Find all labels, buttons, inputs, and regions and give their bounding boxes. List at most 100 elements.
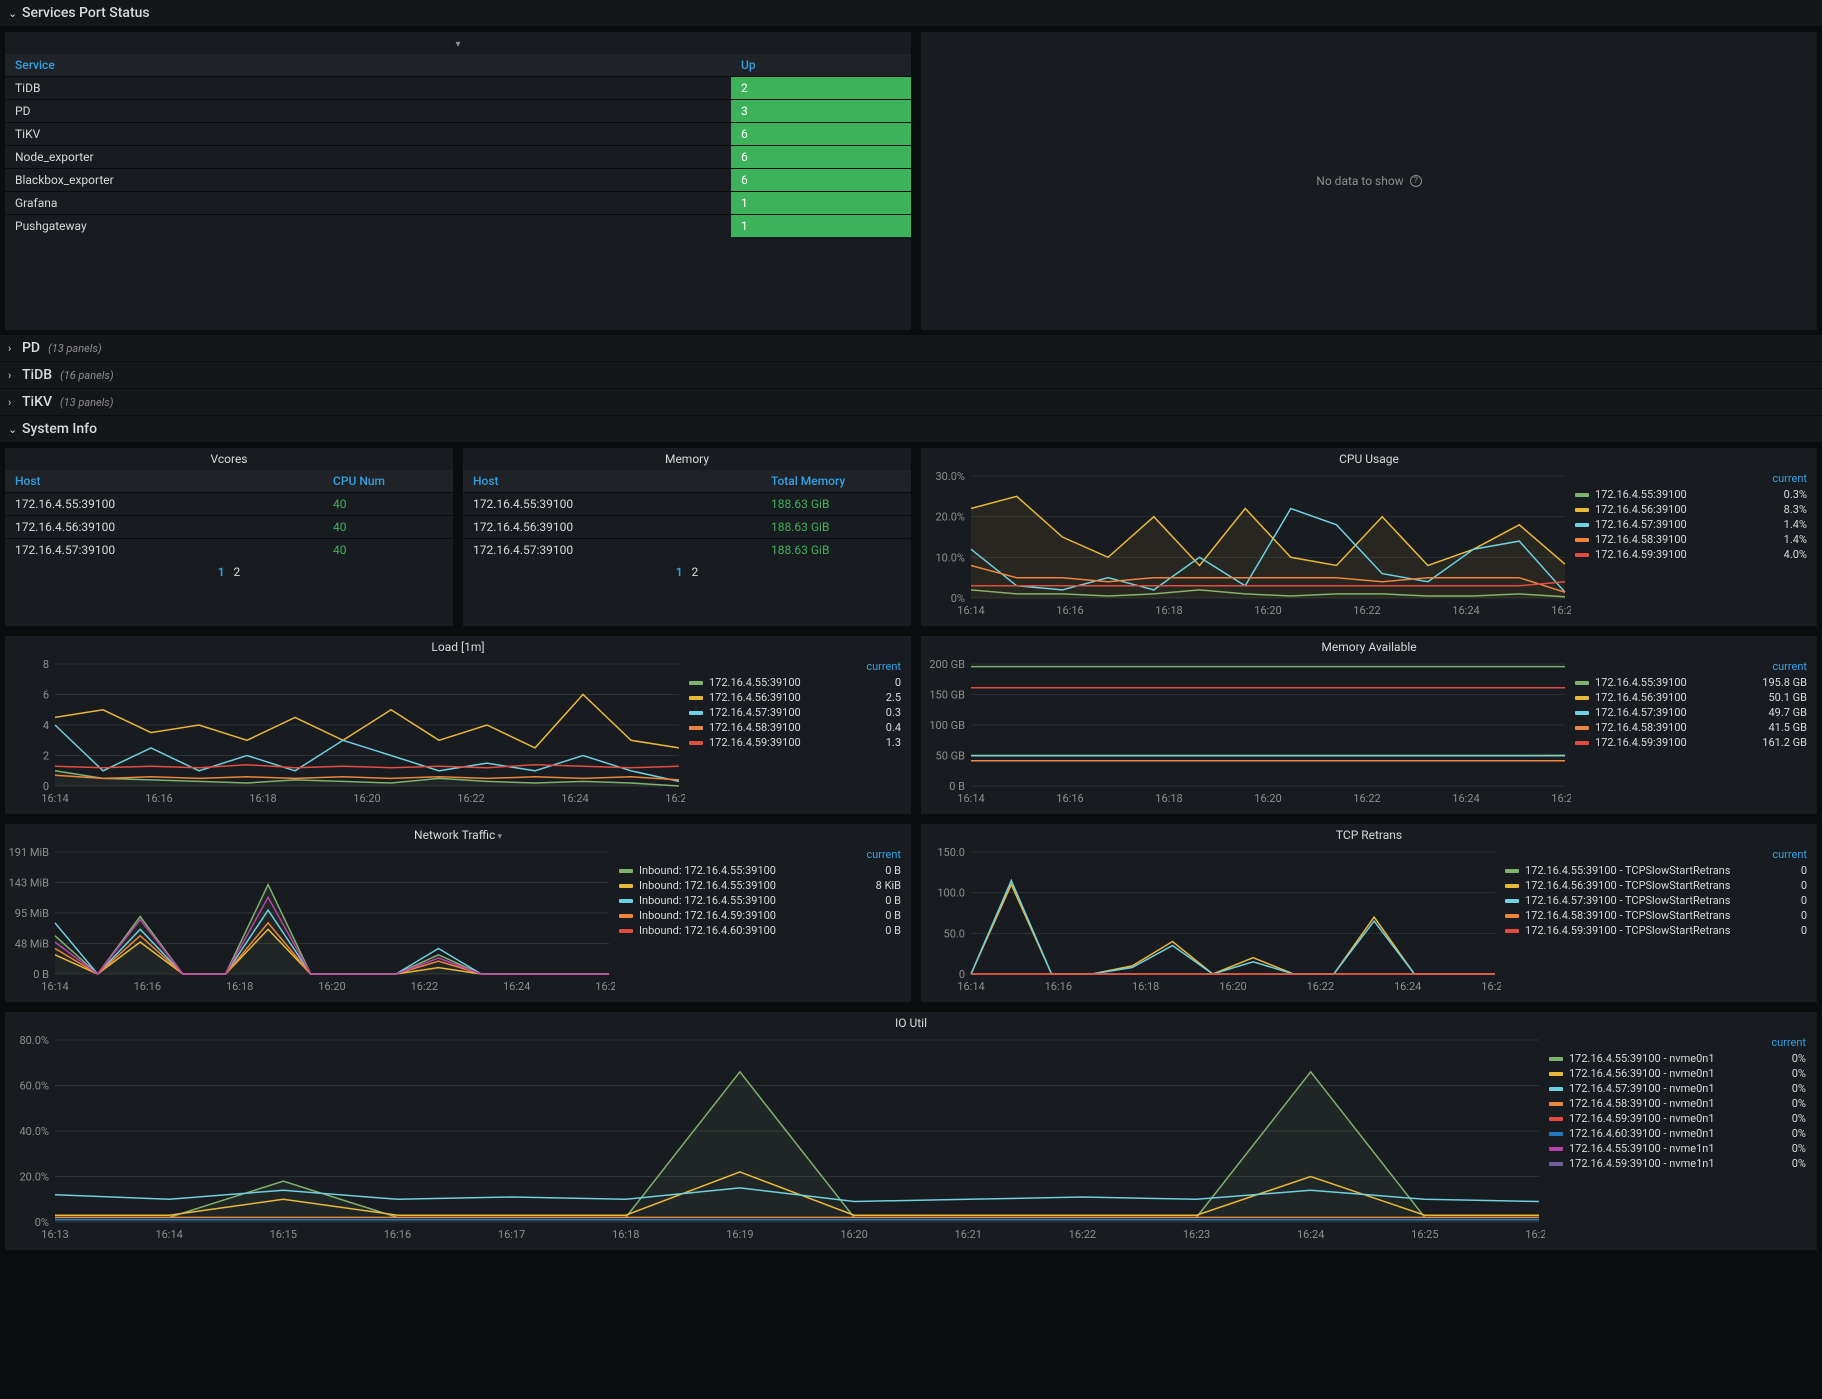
- panel-title: Memory: [463, 448, 911, 470]
- up-count: 6: [731, 123, 911, 146]
- legend-item[interactable]: 172.16.4.56:39100 8.3%: [1571, 502, 1811, 517]
- svg-text:16:26: 16:26: [665, 792, 685, 805]
- service-name: Grafana: [5, 192, 731, 215]
- panel-dropdown[interactable]: ▾: [5, 32, 911, 54]
- legend-io-util: current 172.16.4.55:39100 - nvme0n1 0% 1…: [1545, 1034, 1810, 1244]
- legend-swatch: [689, 741, 703, 745]
- legend-cpu-usage: current 172.16.4.55:39100 0.3% 172.16.4.…: [1571, 470, 1811, 620]
- legend-item[interactable]: 172.16.4.55:39100 0.3%: [1571, 487, 1811, 502]
- row-header-services-port[interactable]: ⌄ Services Port Status: [0, 0, 1822, 27]
- panel-title: Memory Available: [921, 636, 1817, 658]
- legend-item[interactable]: Inbound: 172.16.4.55:39100 0 B: [615, 863, 905, 878]
- svg-text:16:26: 16:26: [1525, 1228, 1545, 1241]
- legend-swatch: [1549, 1102, 1563, 1106]
- legend-item[interactable]: 172.16.4.57:39100 - TCPSlowStartRetrans …: [1501, 893, 1811, 908]
- row-header-pd[interactable]: › PD (13 panels): [0, 335, 1822, 362]
- legend-label: Inbound: 172.16.4.55:39100: [639, 879, 841, 892]
- legend-item[interactable]: 172.16.4.57:39100 1.4%: [1571, 517, 1811, 532]
- legend-swatch: [1575, 508, 1589, 512]
- svg-text:16:14: 16:14: [41, 980, 68, 993]
- chart-io-util[interactable]: 0%20.0%40.0%60.0%80.0%16:1316:1416:1516:…: [5, 1034, 1545, 1244]
- legend-item[interactable]: 172.16.4.55:39100 - TCPSlowStartRetrans …: [1501, 863, 1811, 878]
- legend-value: 49.7 GB: [1737, 706, 1807, 719]
- legend-item[interactable]: 172.16.4.55:39100 - nvme1n1 0%: [1545, 1141, 1810, 1156]
- legend-item[interactable]: 172.16.4.58:39100 0.4: [685, 720, 905, 735]
- svg-text:50 GB: 50 GB: [936, 750, 966, 763]
- legend-item[interactable]: Inbound: 172.16.4.60:39100 0 B: [615, 923, 905, 938]
- chart-tcp-retrans[interactable]: 050.0100.0150.016:1416:1616:1816:2016:22…: [921, 846, 1501, 996]
- legend-item[interactable]: 172.16.4.59:39100 161.2 GB: [1571, 735, 1811, 750]
- table-row[interactable]: PD 3: [5, 100, 911, 123]
- legend-item[interactable]: 172.16.4.55:39100 - nvme0n1 0%: [1545, 1051, 1810, 1066]
- svg-text:16:22: 16:22: [457, 792, 484, 805]
- legend-item[interactable]: 172.16.4.56:39100 50.1 GB: [1571, 690, 1811, 705]
- chart-memory-available[interactable]: 0 B50 GB100 GB150 GB200 GB16:1416:1616:1…: [921, 658, 1571, 808]
- legend-item[interactable]: 172.16.4.57:39100 49.7 GB: [1571, 705, 1811, 720]
- legend-item[interactable]: 172.16.4.58:39100 41.5 GB: [1571, 720, 1811, 735]
- legend-item[interactable]: 172.16.4.58:39100 - nvme0n1 0%: [1545, 1096, 1810, 1111]
- table-row[interactable]: 172.16.4.55:39100188.63 GiB: [463, 493, 911, 516]
- row-header-tikv[interactable]: › TiKV (13 panels): [0, 389, 1822, 416]
- legend-item[interactable]: 172.16.4.59:39100 - TCPSlowStartRetrans …: [1501, 923, 1811, 938]
- legend-item[interactable]: 172.16.4.59:39100 4.0%: [1571, 547, 1811, 562]
- table-row[interactable]: 172.16.4.57:39100188.63 GiB: [463, 539, 911, 562]
- panel-vcores: Vcores Host CPU Num 172.16.4.55:39100401…: [4, 447, 454, 627]
- legend-value: 0%: [1766, 1127, 1806, 1140]
- legend-label: 172.16.4.59:39100 - TCPSlowStartRetrans: [1525, 924, 1777, 937]
- legend-item[interactable]: 172.16.4.56:39100 - TCPSlowStartRetrans …: [1501, 878, 1811, 893]
- table-row[interactable]: TiKV 6: [5, 123, 911, 146]
- legend-item[interactable]: 172.16.4.59:39100 1.3: [685, 735, 905, 750]
- chart-load[interactable]: 0246816:1416:1616:1816:2016:2216:2416:26: [5, 658, 685, 808]
- pager[interactable]: 1 2: [463, 561, 911, 583]
- table-row[interactable]: Pushgateway 1: [5, 215, 911, 238]
- legend-swatch: [1549, 1057, 1563, 1061]
- svg-text:16:18: 16:18: [249, 792, 276, 805]
- col-host[interactable]: Host: [463, 470, 761, 493]
- panel-io-util: IO Util 0%20.0%40.0%60.0%80.0%16:1316:14…: [4, 1011, 1818, 1251]
- col-cpu[interactable]: CPU Num: [323, 470, 453, 493]
- pager[interactable]: 1 2: [5, 561, 453, 583]
- legend-item[interactable]: Inbound: 172.16.4.55:39100 8 KiB: [615, 878, 905, 893]
- row-panels-count: (16 panels): [60, 369, 114, 382]
- legend-item[interactable]: 172.16.4.58:39100 - TCPSlowStartRetrans …: [1501, 908, 1811, 923]
- up-count: 3: [731, 100, 911, 123]
- legend-item[interactable]: 172.16.4.59:39100 - nvme1n1 0%: [1545, 1156, 1810, 1171]
- legend-item[interactable]: 172.16.4.56:39100 2.5: [685, 690, 905, 705]
- svg-text:2: 2: [43, 750, 49, 763]
- table-row[interactable]: Node_exporter 6: [5, 146, 911, 169]
- col-service[interactable]: Service: [5, 54, 731, 77]
- col-mem[interactable]: Total Memory: [761, 470, 911, 493]
- chart-cpu-usage[interactable]: 0%10.0%20.0%30.0%16:1416:1616:1816:2016:…: [921, 470, 1571, 620]
- panel-title[interactable]: Network Traffic: [5, 824, 911, 846]
- table-row[interactable]: 172.16.4.55:3910040: [5, 493, 453, 516]
- legend-item[interactable]: Inbound: 172.16.4.55:39100 0 B: [615, 893, 905, 908]
- legend-item[interactable]: 172.16.4.56:39100 - nvme0n1 0%: [1545, 1066, 1810, 1081]
- up-count: 6: [731, 146, 911, 169]
- legend-value: 0%: [1766, 1052, 1806, 1065]
- service-name: Pushgateway: [5, 215, 731, 238]
- legend-item[interactable]: Inbound: 172.16.4.59:39100 0 B: [615, 908, 905, 923]
- legend-value: 50.1 GB: [1737, 691, 1807, 704]
- legend-item[interactable]: 172.16.4.57:39100 - nvme0n1 0%: [1545, 1081, 1810, 1096]
- legend-item[interactable]: 172.16.4.59:39100 - nvme0n1 0%: [1545, 1111, 1810, 1126]
- col-up[interactable]: Up: [731, 54, 911, 77]
- table-row[interactable]: 172.16.4.56:39100188.63 GiB: [463, 516, 911, 539]
- table-row[interactable]: Blackbox_exporter 6: [5, 169, 911, 192]
- help-icon[interactable]: ?: [1410, 175, 1422, 187]
- legend-item[interactable]: 172.16.4.60:39100 - nvme0n1 0%: [1545, 1126, 1810, 1141]
- table-row[interactable]: 172.16.4.56:3910040: [5, 516, 453, 539]
- legend-item[interactable]: 172.16.4.57:39100 0.3: [685, 705, 905, 720]
- row-header-tidb[interactable]: › TiDB (16 panels): [0, 362, 1822, 389]
- col-host[interactable]: Host: [5, 470, 323, 493]
- table-row[interactable]: 172.16.4.57:3910040: [5, 539, 453, 562]
- legend-label: 172.16.4.59:39100 - nvme0n1: [1569, 1112, 1766, 1125]
- table-row[interactable]: Grafana 1: [5, 192, 911, 215]
- legend-item[interactable]: 172.16.4.55:39100 195.8 GB: [1571, 675, 1811, 690]
- legend-item[interactable]: 172.16.4.55:39100 0: [685, 675, 905, 690]
- chart-network-traffic[interactable]: 0 B48 MiB95 MiB143 MiB191 MiB16:1416:161…: [5, 846, 615, 996]
- row-header-system-info[interactable]: ⌄ System Info: [0, 416, 1822, 443]
- legend-value: 0%: [1766, 1157, 1806, 1170]
- svg-text:100.0: 100.0: [937, 887, 965, 900]
- table-row[interactable]: TiDB 2: [5, 77, 911, 100]
- legend-item[interactable]: 172.16.4.58:39100 1.4%: [1571, 532, 1811, 547]
